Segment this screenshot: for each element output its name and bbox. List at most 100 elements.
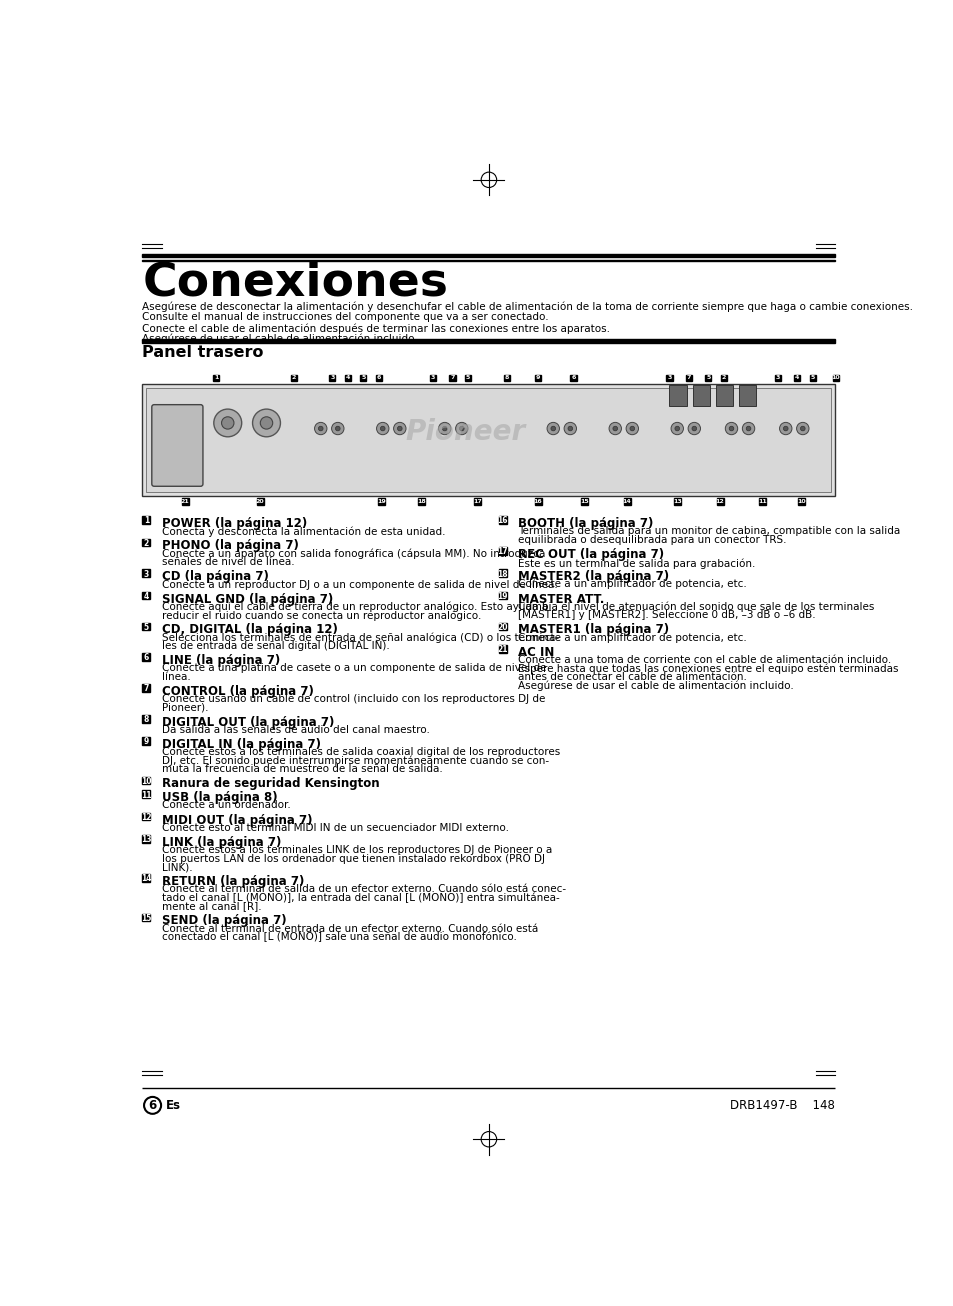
Text: 5: 5 <box>705 375 710 380</box>
Bar <box>377 498 385 504</box>
Circle shape <box>674 426 679 431</box>
Circle shape <box>612 426 617 431</box>
Text: Terminales de salida para un monitor de cabina, compatible con la salida: Terminales de salida para un monitor de … <box>517 526 900 537</box>
Text: 2: 2 <box>720 375 725 380</box>
Text: 16: 16 <box>497 516 508 525</box>
Text: Conecte usando un cable de control (incluido con los reproductores DJ de: Conecte usando un cable de control (incl… <box>162 695 545 704</box>
Text: Conecte el cable de alimentación después de terminar las conexiones entre los ap: Conecte el cable de alimentación después… <box>142 323 610 333</box>
Text: 9: 9 <box>144 738 149 747</box>
Text: mente al canal [R].: mente al canal [R]. <box>162 901 261 912</box>
Text: POWER (la página 12): POWER (la página 12) <box>162 517 307 530</box>
Circle shape <box>687 422 700 435</box>
Bar <box>142 874 150 882</box>
Circle shape <box>629 426 634 431</box>
Text: MASTER ATT.: MASTER ATT. <box>517 593 604 606</box>
Text: Conecte a una toma de corriente con el cable de alimentación incluido.: Conecte a una toma de corriente con el c… <box>517 654 891 665</box>
Text: MIDI OUT (la página 7): MIDI OUT (la página 7) <box>162 814 312 827</box>
Circle shape <box>741 422 754 435</box>
Text: Asegúrese de usar el cable de alimentación incluido.: Asegúrese de usar el cable de alimentaci… <box>142 334 417 345</box>
Bar <box>213 375 219 381</box>
FancyBboxPatch shape <box>152 405 203 486</box>
Text: Conecte a un amplificador de potencia, etc.: Conecte a un amplificador de potencia, e… <box>517 580 746 589</box>
Circle shape <box>459 426 464 431</box>
Text: 3: 3 <box>775 375 780 380</box>
Text: Asegúrese de desconectar la alimentación y desenchufar el cable de alimentación : Asegúrese de desconectar la alimentación… <box>142 302 913 312</box>
Bar <box>623 498 630 504</box>
Circle shape <box>728 426 733 431</box>
Text: Consulte el manual de instrucciones del componente que va a ser conectado.: Consulte el manual de instrucciones del … <box>142 312 549 323</box>
Text: 3: 3 <box>330 375 335 380</box>
Text: 5: 5 <box>361 375 365 380</box>
Bar <box>142 714 150 722</box>
Text: 6: 6 <box>571 375 575 380</box>
Circle shape <box>376 422 389 435</box>
Bar <box>449 375 456 381</box>
Bar <box>739 385 756 406</box>
Bar <box>498 569 506 577</box>
Text: Ranura de seguridad Kensington: Ranura de seguridad Kensington <box>162 777 379 790</box>
Text: reducir el ruido cuando se conecta un reproductor analógico.: reducir el ruido cuando se conecta un re… <box>162 610 480 620</box>
Text: Selecciona los terminales de entrada de señal analógica (CD) o los termina-: Selecciona los terminales de entrada de … <box>162 632 558 643</box>
Text: CD, DIGITAL (la página 12): CD, DIGITAL (la página 12) <box>162 623 337 636</box>
Circle shape <box>800 426 804 431</box>
Bar <box>534 498 541 504</box>
Circle shape <box>456 422 468 435</box>
Text: 10: 10 <box>141 777 152 786</box>
Circle shape <box>724 422 737 435</box>
Text: 14: 14 <box>141 875 152 883</box>
Text: 11: 11 <box>141 790 152 799</box>
Text: 3: 3 <box>666 375 671 380</box>
Text: 14: 14 <box>622 499 631 504</box>
Bar <box>716 498 723 504</box>
Text: Conexiones: Conexiones <box>142 261 448 306</box>
Text: LINE (la página 7): LINE (la página 7) <box>162 654 280 667</box>
Bar <box>142 384 835 495</box>
Circle shape <box>779 422 791 435</box>
Text: PHONO (la página 7): PHONO (la página 7) <box>162 539 298 552</box>
Text: Conecte a una platina de casete o a un componente de salida de nivel de: Conecte a una platina de casete o a un c… <box>162 663 546 674</box>
Text: 7: 7 <box>686 375 690 380</box>
Bar <box>692 385 709 406</box>
Circle shape <box>691 426 696 431</box>
Text: 12: 12 <box>141 812 152 821</box>
Text: 1: 1 <box>213 375 218 380</box>
Text: 13: 13 <box>672 499 680 504</box>
Text: Éste es un terminal de salida para grabación.: Éste es un terminal de salida para graba… <box>517 558 755 569</box>
Text: 8: 8 <box>504 375 508 380</box>
Text: Cambia el nivel de atenuación del sonido que sale de los terminales: Cambia el nivel de atenuación del sonido… <box>517 602 874 613</box>
Text: equilibrada o desequilibrada para un conector TRS.: equilibrada o desequilibrada para un con… <box>517 534 786 545</box>
Bar <box>142 684 150 692</box>
Circle shape <box>380 426 385 431</box>
Text: 17: 17 <box>473 499 481 504</box>
Text: muta la frecuencia de muestreo de la señal de salida.: muta la frecuencia de muestreo de la señ… <box>162 764 442 774</box>
Bar <box>704 375 711 381</box>
Circle shape <box>550 426 555 431</box>
Text: 15: 15 <box>579 499 588 504</box>
Bar <box>142 340 835 343</box>
Bar <box>418 498 425 504</box>
Text: 6: 6 <box>376 375 380 380</box>
Circle shape <box>745 426 750 431</box>
Circle shape <box>335 426 340 431</box>
Text: 8: 8 <box>144 716 149 724</box>
Text: Da salida a las señales de audio del canal maestro.: Da salida a las señales de audio del can… <box>162 725 429 735</box>
Bar <box>142 790 150 798</box>
Circle shape <box>438 422 451 435</box>
Bar <box>498 516 506 524</box>
Text: 9: 9 <box>535 375 539 380</box>
Text: 11: 11 <box>758 499 766 504</box>
Text: 19: 19 <box>376 499 385 504</box>
Bar <box>498 592 506 599</box>
Circle shape <box>253 409 280 436</box>
Bar <box>685 375 691 381</box>
Bar <box>360 375 366 381</box>
Text: Conecte al terminal de salida de un efector externo. Cuando sólo está conec-: Conecte al terminal de salida de un efec… <box>162 884 565 895</box>
Text: MASTER1 (la página 7): MASTER1 (la página 7) <box>517 623 669 636</box>
Text: 17: 17 <box>497 547 508 556</box>
Text: Conecte aquí el cable de tierra de un reproductor analógico. Esto ayuda a: Conecte aquí el cable de tierra de un re… <box>162 602 547 613</box>
Text: 21: 21 <box>497 645 508 654</box>
Circle shape <box>782 426 787 431</box>
Circle shape <box>670 422 682 435</box>
Text: Es: Es <box>166 1098 180 1111</box>
Text: 15: 15 <box>141 914 152 923</box>
